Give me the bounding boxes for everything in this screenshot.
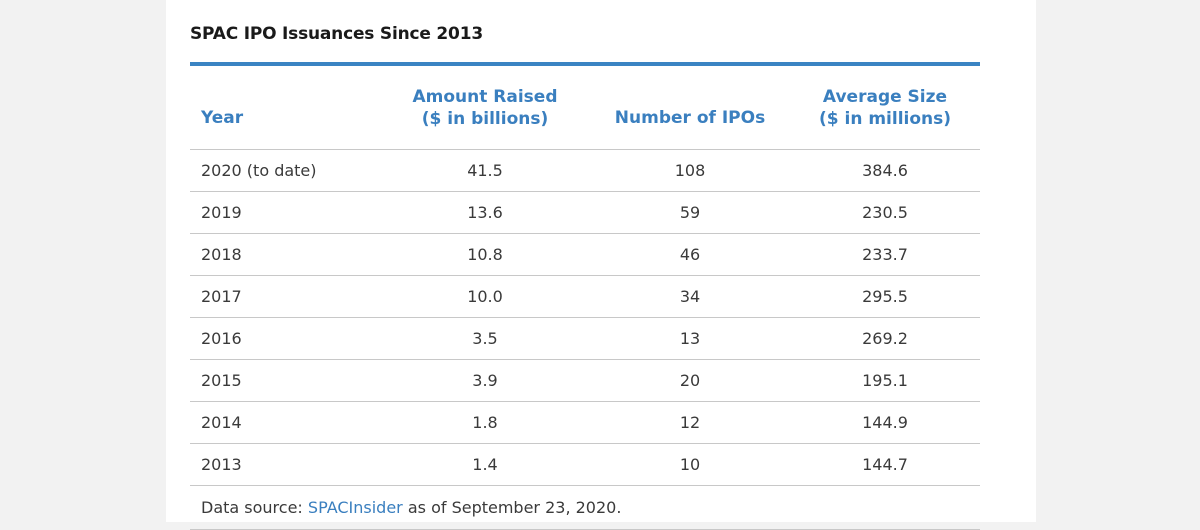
table-title: SPAC IPO Issuances Since 2013 [190,24,483,44]
source-link-spacinsider[interactable]: SPACInsider [307,498,403,517]
cell-year: 2020 (to date) [190,149,380,192]
cell-number: 13 [590,317,790,360]
header-year: Year [190,66,380,150]
cell-year: 2016 [190,317,380,360]
cell-amount: 3.5 [380,317,590,360]
header-number-label: Number of IPOs [614,107,766,128]
cell-number: 46 [590,233,790,276]
cell-amount: 1.8 [380,401,590,444]
cell-number: 12 [590,401,790,444]
cell-year: 2013 [190,443,380,486]
header-average-size: Average Size ($ in millions) [790,66,980,150]
cell-average: 230.5 [790,191,980,234]
cell-average: 144.9 [790,401,980,444]
cell-average: 233.7 [790,233,980,276]
cell-average: 384.6 [790,149,980,192]
cell-number: 20 [590,359,790,402]
cell-number: 34 [590,275,790,318]
source-prefix: Data source: [201,498,308,517]
table-row: 2017 10.0 34 295.5 [190,275,980,318]
header-amount-line2: ($ in billions) [421,108,549,129]
cell-average: 195.1 [790,359,980,402]
source-row: Data source: SPACInsider as of September… [190,485,980,530]
cell-year: 2014 [190,401,380,444]
cell-amount: 13.6 [380,191,590,234]
table-row: 2015 3.9 20 195.1 [190,359,980,402]
header-amount-raised: Amount Raised ($ in billions) [380,66,590,150]
cell-year: 2019 [190,191,380,234]
table-row: 2019 13.6 59 230.5 [190,191,980,234]
cell-year: 2017 [190,275,380,318]
cell-amount: 10.0 [380,275,590,318]
table-row: 2020 (to date) 41.5 108 384.6 [190,149,980,192]
table-row: 2018 10.8 46 233.7 [190,233,980,276]
cell-amount: 1.4 [380,443,590,486]
table-row: 2014 1.8 12 144.9 [190,401,980,444]
header-number-of-ipos: Number of IPOs [590,66,790,150]
table-row: 2013 1.4 10 144.7 [190,443,980,486]
data-source-note: Data source: SPACInsider as of September… [190,485,980,530]
spac-ipo-table: Year Amount Raised ($ in billions) Numbe… [190,66,980,530]
header-amount-line1: Amount Raised [412,86,558,107]
header-average-line1: Average Size [822,86,948,107]
cell-number: 59 [590,191,790,234]
cell-amount: 3.9 [380,359,590,402]
cell-average: 269.2 [790,317,980,360]
cell-number: 10 [590,443,790,486]
cell-year: 2018 [190,233,380,276]
cell-number: 108 [590,149,790,192]
header-average-line2: ($ in millions) [818,108,952,129]
header-row: Year Amount Raised ($ in billions) Numbe… [190,66,980,150]
cell-average: 295.5 [790,275,980,318]
table-body: 2020 (to date) 41.5 108 384.6 2019 13.6 … [190,149,980,530]
header-year-label: Year [201,107,244,128]
cell-amount: 10.8 [380,233,590,276]
cell-amount: 41.5 [380,149,590,192]
cell-average: 144.7 [790,443,980,486]
content-panel: SPAC IPO Issuances Since 2013 Year Amoun… [166,0,1036,530]
source-suffix: as of September 23, 2020. [402,498,622,517]
title-rule [190,62,980,66]
table-row: 2016 3.5 13 269.2 [190,317,980,360]
cell-year: 2015 [190,359,380,402]
